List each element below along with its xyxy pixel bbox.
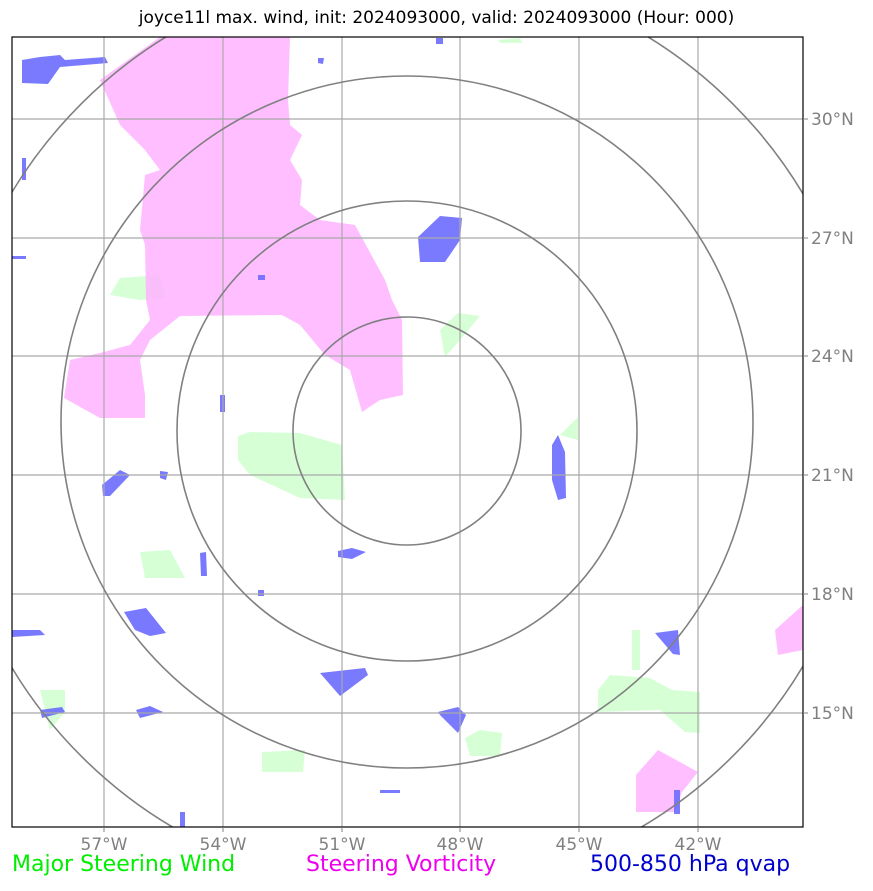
lat-label: 21°N bbox=[811, 466, 854, 486]
lon-label: 45°W bbox=[556, 835, 603, 855]
map-title: joyce11l max. wind, init: 2024093000, va… bbox=[138, 8, 735, 28]
lat-labels: 30°N 27°N 24°N 21°N 18°N 15°N bbox=[803, 110, 854, 724]
lon-label: 48°W bbox=[437, 835, 484, 855]
map-frame bbox=[11, 36, 804, 828]
legend-steering-vorticity: Steering Vorticity bbox=[306, 852, 497, 877]
lat-label: 24°N bbox=[811, 347, 854, 367]
lon-labels: 57°W 54°W 51°W 48°W 45°W 42°W bbox=[81, 827, 722, 855]
legend-qvap: 500-850 hPa qvap bbox=[590, 852, 791, 877]
lat-label: 15°N bbox=[811, 704, 854, 724]
lat-label: 27°N bbox=[811, 229, 854, 249]
qvap-areas bbox=[12, 38, 680, 827]
graticule bbox=[12, 37, 803, 827]
lat-label: 30°N bbox=[811, 110, 854, 130]
lon-label: 54°W bbox=[200, 835, 247, 855]
lat-label: 18°N bbox=[811, 585, 854, 605]
legend-steering-wind: Major Steering Wind bbox=[12, 852, 236, 877]
lon-label: 42°W bbox=[675, 835, 722, 855]
lon-label: 57°W bbox=[81, 835, 128, 855]
steering-vorticity-areas bbox=[64, 37, 803, 812]
lon-label: 51°W bbox=[319, 835, 366, 855]
